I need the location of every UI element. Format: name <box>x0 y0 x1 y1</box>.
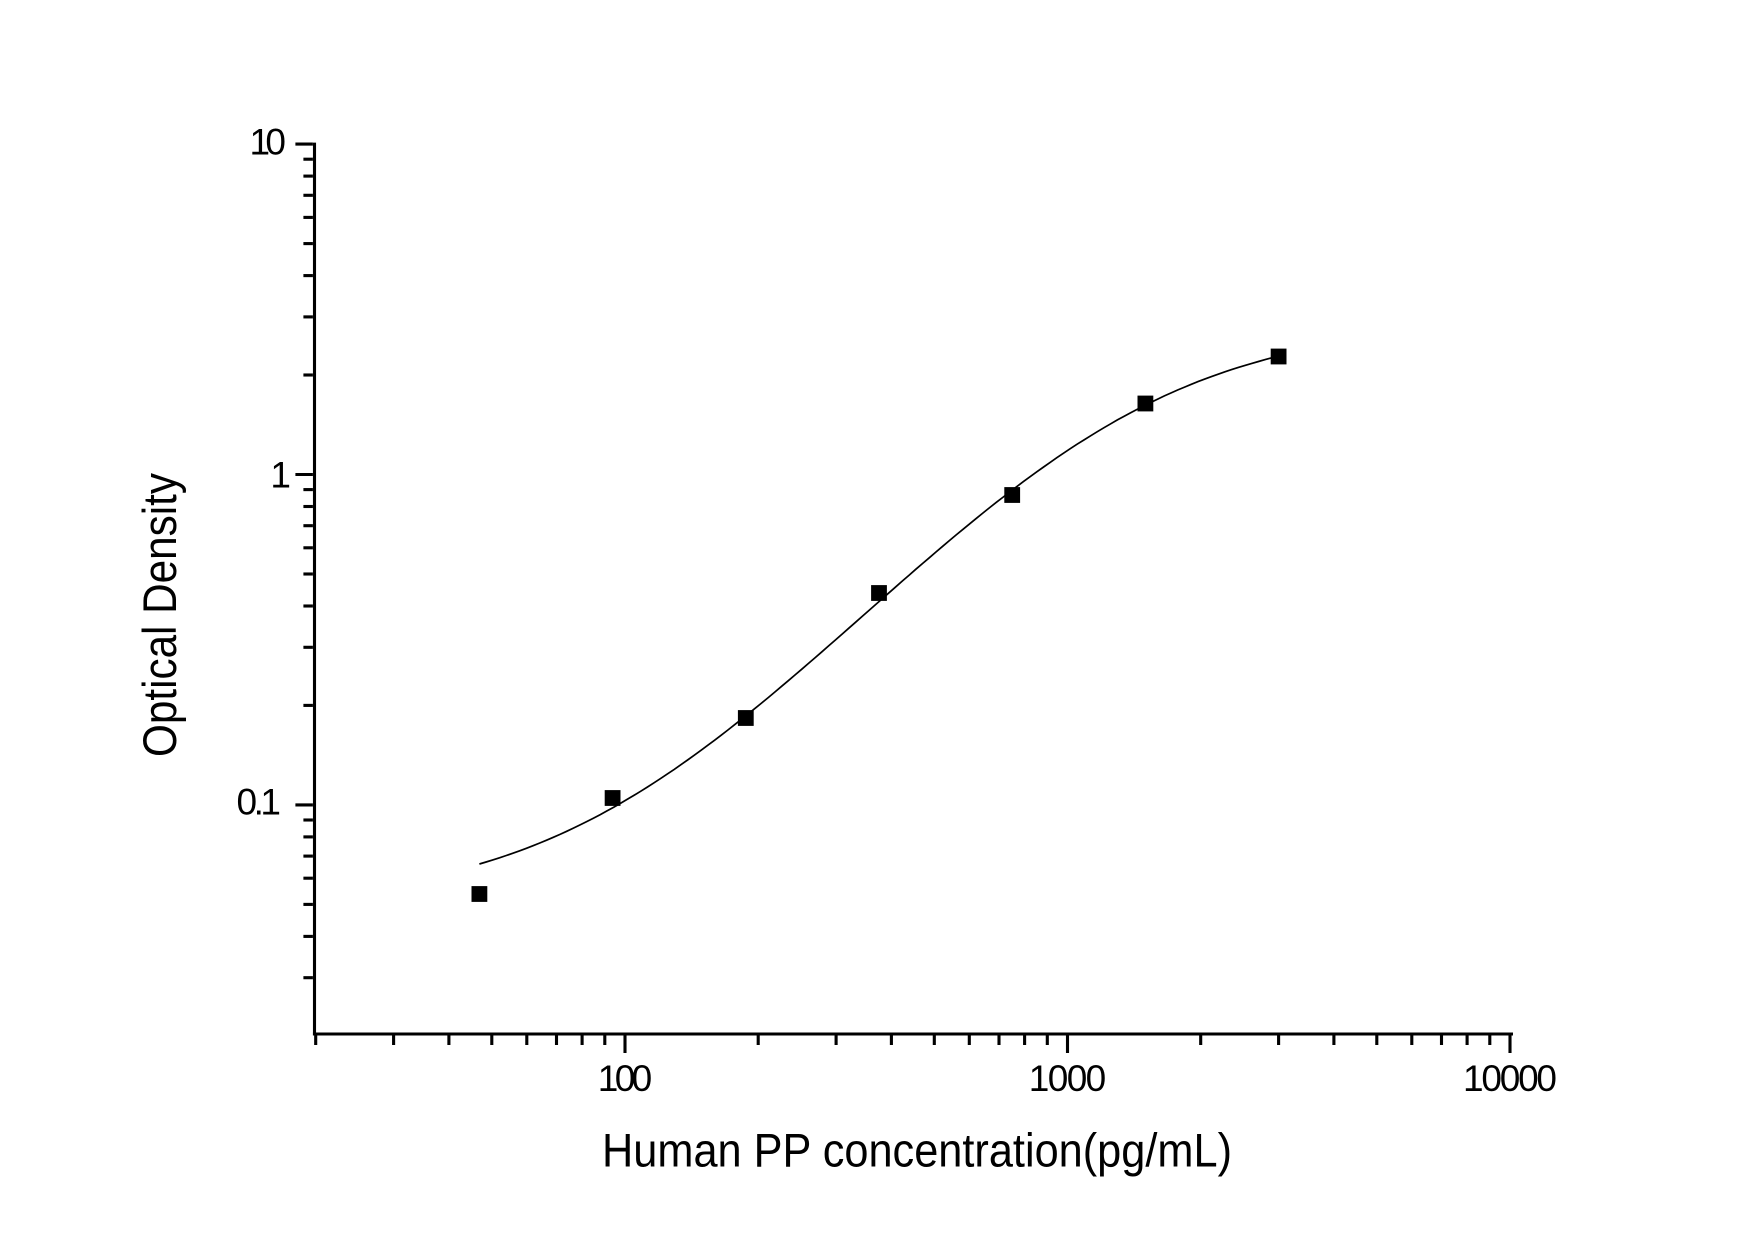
svg-text:Human PP concentration(pg/mL): Human PP concentration(pg/mL) <box>602 1124 1232 1177</box>
svg-text:10000: 10000 <box>1463 1058 1557 1099</box>
svg-text:10: 10 <box>250 122 287 163</box>
svg-text:0.1: 0.1 <box>237 781 282 822</box>
svg-text:Optical Density: Optical Density <box>133 473 186 757</box>
svg-text:100: 100 <box>598 1058 653 1099</box>
svg-text:1: 1 <box>270 455 291 496</box>
svg-text:1000: 1000 <box>1029 1058 1107 1099</box>
